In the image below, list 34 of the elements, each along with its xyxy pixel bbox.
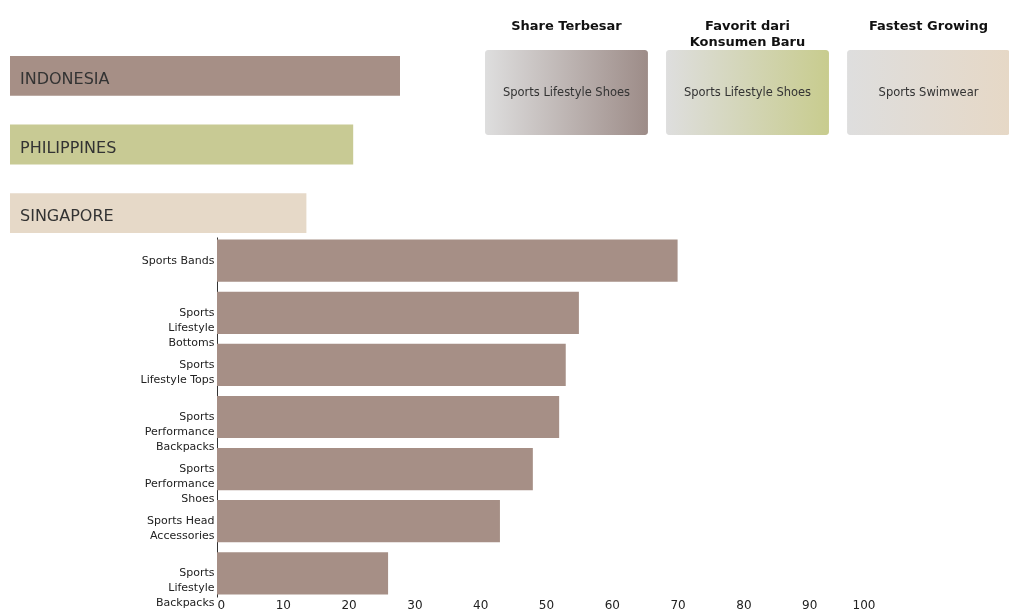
y-tick-label: Sports Bands: [141, 253, 215, 267]
y-tick-label: Sports Lifestyle Backpacks: [155, 566, 215, 610]
bar: [217, 291, 579, 334]
bar: [217, 500, 500, 543]
category-label: Favorit dari Konsumen Baru: [689, 18, 806, 49]
bar: [217, 448, 533, 491]
x-tick-label: 10: [275, 597, 291, 612]
x-tick-label: 80: [736, 597, 752, 612]
bar: [217, 395, 560, 439]
x-tick-label: 50: [538, 597, 555, 612]
y-tick-label: Sports Performance Backpacks: [144, 410, 215, 453]
x-tick-label: 0: [217, 597, 226, 612]
bar: [217, 343, 566, 386]
y-tick-label: SINGAPORE: [20, 206, 114, 226]
text: Sports Lifestyle Shoes: [502, 85, 631, 99]
y-tick-label: Sports Lifestyle Bottoms: [168, 305, 215, 349]
y-tick-label: PHILIPPINES: [20, 137, 117, 157]
x-tick-label: 90: [802, 597, 818, 612]
x-tick-label: 20: [341, 597, 357, 612]
bar: [217, 552, 389, 595]
text: Sports Swimwear: [878, 85, 979, 99]
x-tick-label: 100: [852, 597, 876, 612]
x-tick-label: 60: [604, 597, 620, 612]
x-tick-label: 30: [407, 597, 423, 612]
y-tick-label: INDONESIA: [20, 68, 110, 88]
y-tick-label: Sports Lifestyle Tops: [140, 357, 215, 386]
bar: [217, 239, 678, 282]
x-tick-label: 70: [670, 597, 686, 612]
y-tick-label: Sports Head Accessories: [146, 514, 215, 543]
x-tick-label: 40: [473, 597, 489, 612]
text: Sports Lifestyle Shoes: [683, 85, 812, 99]
category-label: Fastest Growing: [868, 18, 989, 33]
category-label: Share Terbesar: [511, 18, 623, 33]
y-tick-label: Sports Performance Shoes: [144, 462, 215, 506]
